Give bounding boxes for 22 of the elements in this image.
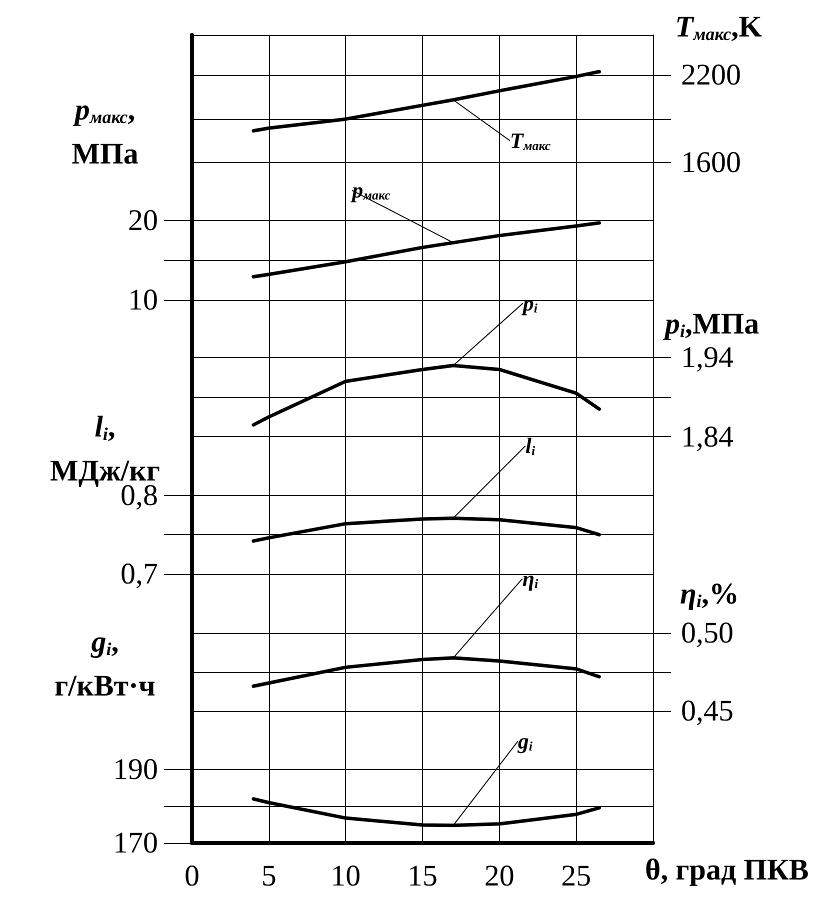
y2-tick-label: 0,50	[681, 616, 734, 650]
x-tick-label: 5	[261, 860, 276, 892]
y2-tick-label: 1,84	[681, 420, 734, 454]
y-tick-label: 20	[128, 204, 158, 237]
x-tick-label: 20	[484, 860, 514, 892]
y2-tick-label: 1600	[681, 146, 741, 180]
y-tick-label: 10	[128, 283, 158, 316]
x-tick-label: 0	[184, 860, 200, 892]
y2-tick-label: 2200	[681, 58, 741, 92]
x-axis-title: θ, град ПКВ	[645, 854, 809, 886]
y-tick-label: 190	[113, 753, 158, 786]
text: li	[525, 433, 536, 458]
y2-tick-label: 0,45	[681, 694, 734, 728]
text: gi	[516, 728, 533, 754]
text: ηi	[522, 566, 538, 591]
y2-tick-label: 1,94	[681, 341, 734, 374]
series-label: Tмакс	[510, 128, 551, 153]
x-tick-label: 15	[408, 860, 438, 892]
x-tick-label: 25	[561, 860, 592, 892]
y-tick-label: 0,7	[120, 557, 158, 590]
x-tick-label: 10	[330, 860, 361, 892]
y-tick-label: 170	[113, 826, 158, 860]
